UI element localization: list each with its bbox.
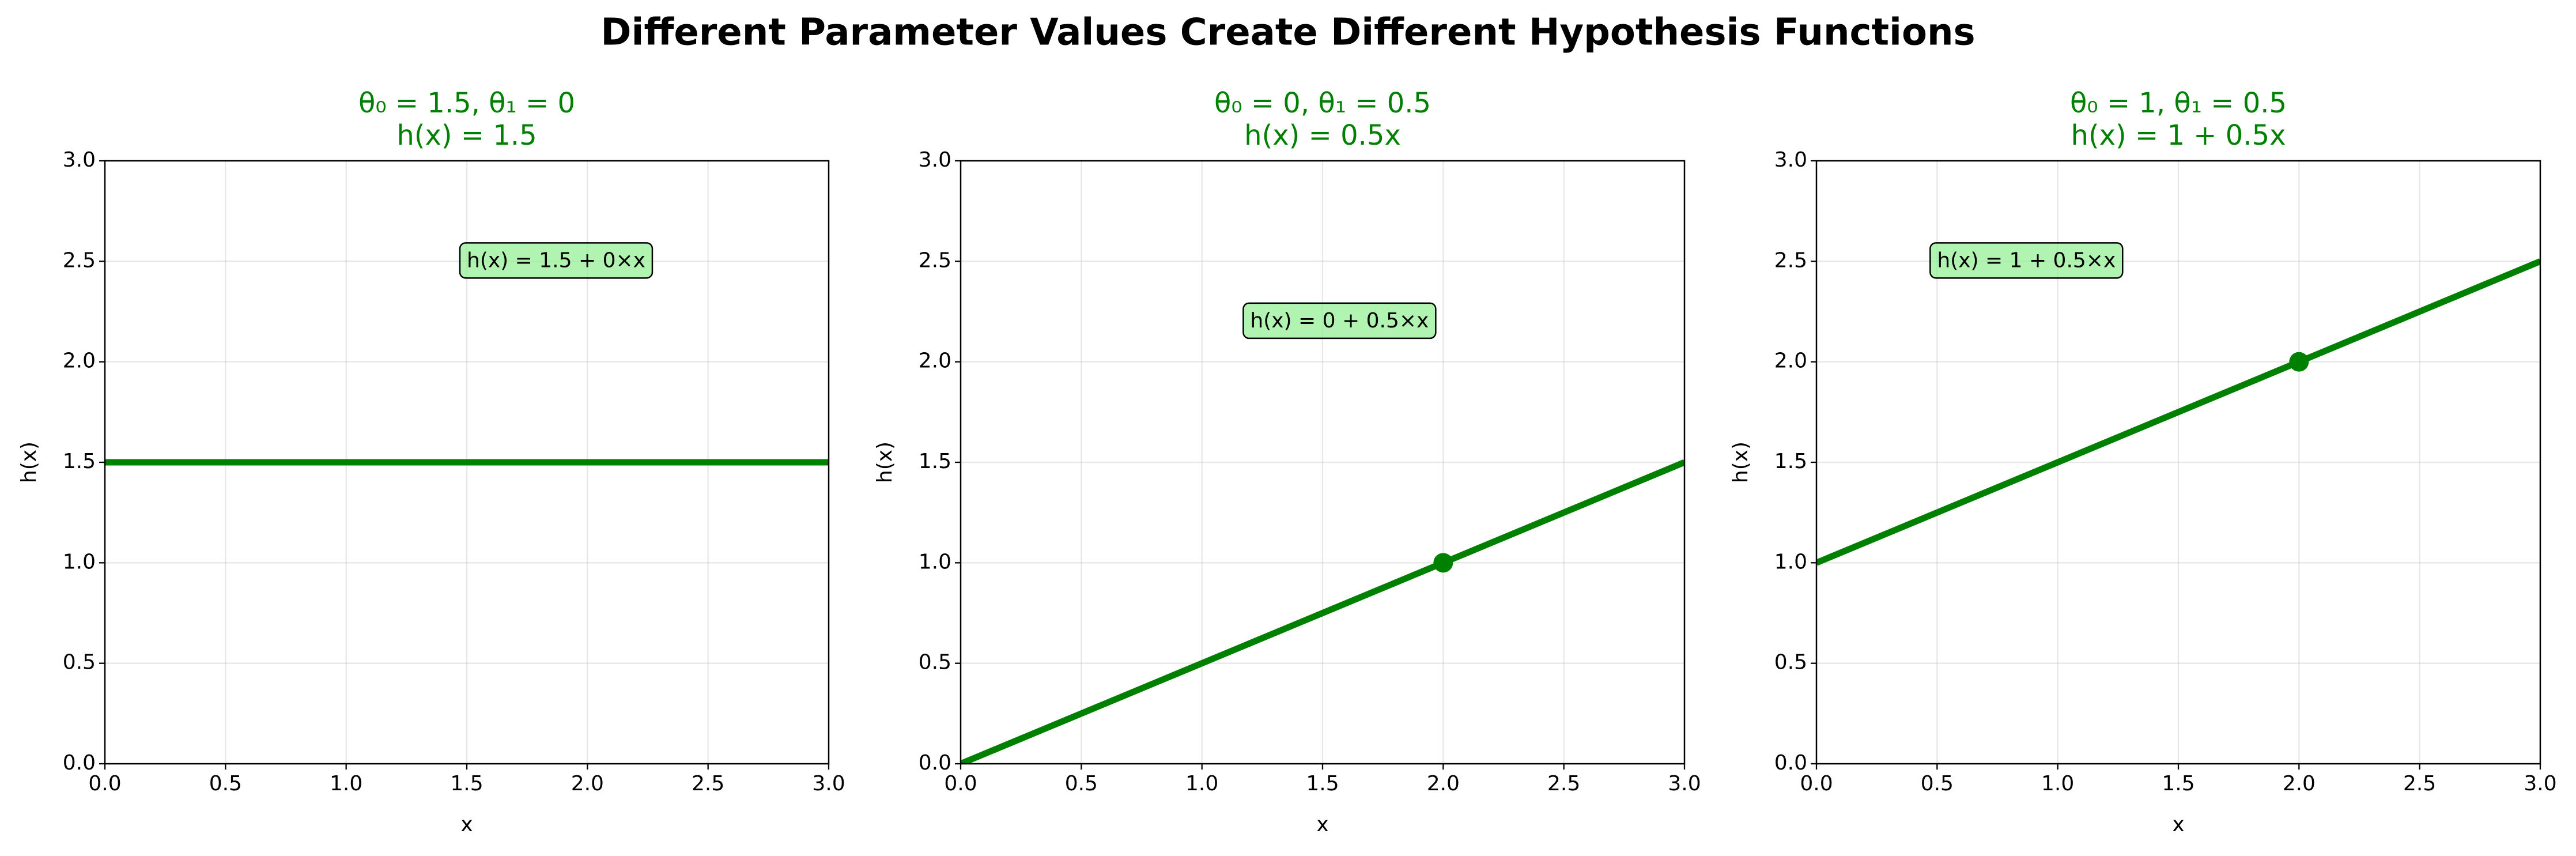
y-tick-label: 2.0: [1774, 349, 1807, 373]
x-tick-label: 0.5: [209, 772, 242, 795]
y-tick-label: 0.5: [63, 651, 96, 674]
x-tick-label: 0.0: [88, 772, 121, 795]
y-tick-label: 1.5: [919, 450, 951, 473]
x-tick-label: 0.5: [1065, 772, 1098, 795]
annotation: h(x) = 1 + 0.5×x: [1937, 248, 2116, 272]
y-tick-label: 3.0: [63, 148, 96, 172]
subplot-title: θ₀ = 1.5, θ₁ = 0: [358, 87, 575, 119]
point: [1433, 553, 1453, 573]
y-tick-label: 1.0: [63, 550, 96, 574]
line: [1816, 258, 2540, 566]
y-tick-label: 0.5: [1774, 651, 1807, 674]
y-axis-label: h(x): [1729, 442, 1752, 483]
x-tick-label: 1.0: [1185, 772, 1218, 795]
x-tick-label: 2.0: [2283, 772, 2316, 795]
y-axis-label: h(x): [873, 442, 897, 483]
line: [961, 459, 1684, 764]
y-tick-label: 0.0: [919, 751, 951, 775]
subplot-subtitle: h(x) = 1.5: [396, 119, 537, 152]
x-tick-label: 1.5: [450, 772, 483, 795]
axes-frame: [1815, 160, 2541, 765]
annotation-box: [1929, 242, 2124, 279]
subplot-subtitle: h(x) = 1 + 0.5x: [2071, 119, 2286, 152]
y-tick-label: 0.0: [63, 751, 96, 775]
x-tick-label: 2.0: [571, 772, 604, 795]
point: [2289, 352, 2309, 372]
x-tick-label: 0.0: [1800, 772, 1833, 795]
y-tick-label: 0.5: [919, 651, 951, 674]
subplot-title: θ₀ = 0, θ₁ = 0.5: [1214, 87, 1431, 119]
y-tick-label: 2.5: [1774, 248, 1807, 272]
subplot: θ₀ = 1, θ₁ = 0.5h(x) = 1 + 0.5x 0.0 0.5 1.0…: [1729, 87, 2557, 836]
x-tick-label: 2.5: [692, 772, 724, 795]
x-tick-label: 2.0: [1427, 772, 1460, 795]
x-tick-label: 3.0: [812, 772, 845, 795]
x-tick-label: 1.5: [2162, 772, 2194, 795]
y-tick-label: 3.0: [919, 148, 951, 172]
y-axis-label: h(x): [17, 442, 41, 483]
y-tick-label: 0.0: [1774, 751, 1807, 775]
y-tick-label: 1.0: [1774, 550, 1807, 574]
y-tick-label: 1.5: [1774, 450, 1807, 473]
subplot-title: θ₀ = 1, θ₁ = 0.5: [2070, 87, 2287, 119]
subplot: θ₀ = 1.5, θ₁ = 0h(x) = 1.5 0.0 0.5 1.0 1.5 2.…: [17, 87, 845, 836]
x-tick-label: 2.5: [2403, 772, 2436, 795]
annotation-box: [459, 242, 654, 279]
axes-frame: [960, 160, 1686, 765]
subplot-subtitle: h(x) = 0.5x: [1244, 119, 1401, 152]
x-tick-label: 2.5: [1547, 772, 1580, 795]
x-axis-label: x: [1316, 813, 1328, 836]
x-tick-label: 0.0: [944, 772, 977, 795]
subplot: θ₀ = 0, θ₁ = 0.5h(x) = 0.5x 0.0 0.5 1.0 1.5 2…: [873, 87, 1701, 836]
y-tick-label: 2.5: [919, 248, 951, 272]
x-tick-label: 3.0: [2524, 772, 2556, 795]
x-tick-label: 0.5: [1921, 772, 1954, 795]
annotation: h(x) = 0 + 0.5×x: [1250, 309, 1429, 333]
y-tick-label: 2.0: [919, 349, 951, 373]
x-tick-label: 1.0: [2041, 772, 2074, 795]
figure-title: Different Parameter Values Create Differ…: [600, 12, 1975, 54]
x-axis-label: x: [460, 813, 473, 836]
annotation-box: [1242, 302, 1437, 340]
y-tick-label: 2.5: [63, 248, 96, 272]
x-tick-label: 1.5: [1306, 772, 1339, 795]
annotation: h(x) = 1.5 + 0×x: [467, 248, 645, 272]
x-tick-label: 3.0: [1668, 772, 1701, 795]
x-axis-label: x: [2172, 813, 2184, 836]
x-tick-label: 1.0: [330, 772, 362, 795]
y-tick-label: 1.0: [919, 550, 951, 574]
y-tick-label: 2.0: [63, 349, 96, 373]
axes-frame: [104, 160, 830, 765]
y-tick-label: 3.0: [1774, 148, 1807, 172]
y-tick-label: 1.5: [63, 450, 96, 473]
